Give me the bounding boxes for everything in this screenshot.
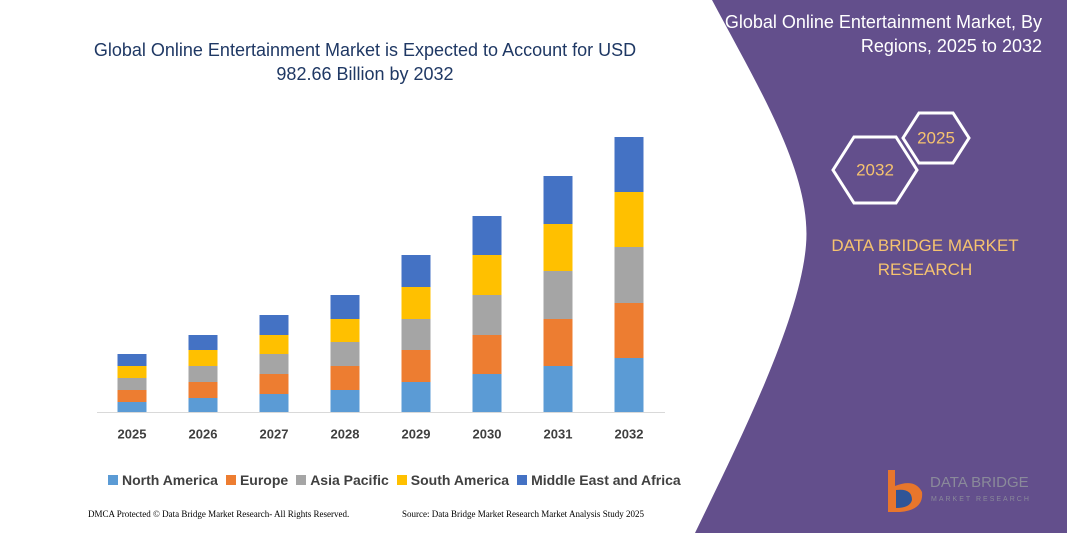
legend-label: North America [122, 472, 218, 488]
x-tick-label: 2028 [331, 426, 360, 441]
bar-segment [543, 319, 573, 366]
bar-segment [117, 390, 147, 402]
bar-segment [259, 315, 289, 335]
brand: DATA BRIDGE MARKET RESEARCH [831, 236, 1019, 279]
bar-segment [401, 382, 431, 412]
bar-segment [188, 335, 218, 350]
bar-segment [543, 176, 573, 224]
x-tick-label: 2032 [615, 426, 644, 441]
legend-item: South America [396, 472, 510, 488]
legend-swatch [296, 475, 307, 485]
bar-segment [117, 366, 147, 378]
legend-item: Asia Pacific [296, 472, 389, 488]
legend-item: North America [108, 472, 218, 488]
logo-icon [896, 489, 912, 508]
bar-segment [401, 350, 431, 382]
legend-swatch [108, 475, 118, 485]
footer-right: Source: Data Bridge Market Research Mark… [402, 509, 644, 519]
bar-segment [330, 366, 360, 390]
bar-segment [472, 255, 502, 295]
bar-segment [259, 335, 289, 354]
x-tick-label: 2026 [189, 426, 218, 441]
bar-segment [330, 390, 360, 412]
legend-label: Asia Pacific [310, 472, 389, 488]
x-tick-label: 2025 [118, 426, 147, 441]
bar-segment [614, 358, 644, 412]
legend-swatch [396, 475, 407, 485]
logo-tagline: MARKET RESEARCH [931, 496, 1031, 503]
hexagon [901, 111, 971, 165]
legend-label: Middle East and Africa [531, 472, 681, 488]
bar-segment [188, 398, 218, 412]
chart-title: Global Online Entertainment Market is Ex… [93, 40, 637, 84]
bar-segment [117, 402, 147, 412]
legend: North America Europe Asia Pacific South Ame… [108, 472, 681, 488]
logo-name: DATA BRIDGE [930, 474, 1029, 491]
bar-segment [188, 366, 218, 382]
legend-label: South America [410, 472, 510, 488]
bar-segment [472, 216, 502, 255]
bar-segment [259, 394, 289, 412]
bar-segment [401, 255, 431, 287]
legend-label: Europe [239, 472, 289, 488]
hexagon-label: 2032 [856, 160, 894, 179]
bar-segment [543, 224, 573, 271]
bar-segment [188, 382, 218, 398]
bar-segment [614, 247, 644, 303]
legend-swatch [517, 475, 528, 485]
x-tick-label: 2027 [260, 426, 289, 441]
bar-segment [117, 378, 147, 390]
bar-segment [330, 319, 360, 342]
bar-segment [259, 374, 289, 394]
bar-segment [543, 271, 573, 319]
bar-segment [472, 335, 502, 374]
footer-left: DMCA Protected © Data Bridge Market Rese… [88, 509, 350, 519]
bar-segment [614, 192, 644, 247]
bar-segment [614, 137, 644, 192]
legend-swatch [225, 475, 236, 485]
bar-segment [330, 342, 360, 366]
bar-segment [543, 366, 573, 412]
bar-segment [117, 354, 147, 366]
legend-item: Europe [225, 472, 289, 488]
x-tick-label: 2030 [473, 426, 502, 441]
bar-segment [188, 350, 218, 366]
bar-segment [472, 295, 502, 335]
x-tick-label: 2029 [402, 426, 431, 441]
panel-title: Global Online Entertainment Market, By R… [724, 12, 1042, 56]
hexagon-label: 2025 [917, 128, 955, 147]
x-tick-label: 2031 [544, 426, 573, 441]
hexagon [831, 135, 919, 205]
bar-segment [614, 303, 644, 358]
side-panel [695, 0, 1067, 533]
bar-segment [330, 295, 360, 319]
bar-segment [472, 374, 502, 412]
bar-segment [401, 287, 431, 319]
bar-segment [259, 354, 289, 374]
bar-segment [401, 319, 431, 350]
legend-item: Middle East and Africa [517, 472, 681, 488]
